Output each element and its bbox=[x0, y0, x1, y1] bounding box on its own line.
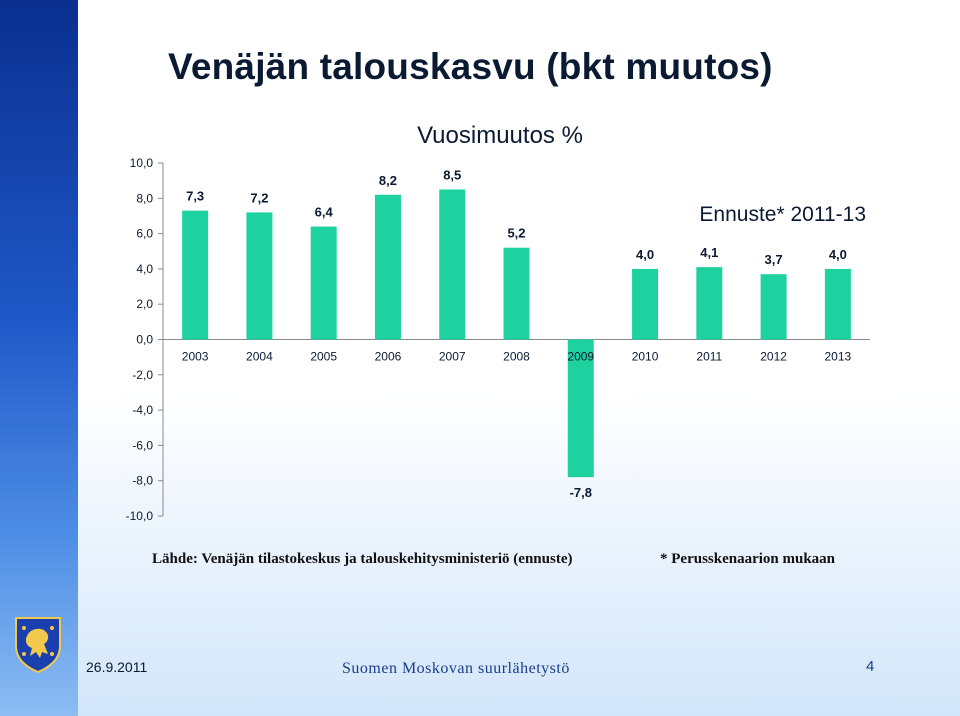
data-label-2012: 3,7 bbox=[765, 252, 783, 267]
coat-of-arms-lion-icon bbox=[15, 617, 61, 674]
y-tick-label: -6,0 bbox=[132, 438, 153, 452]
x-tick-label: 2006 bbox=[375, 350, 402, 364]
source-note: Lähde: Venäjän tilastokeskus ja talouske… bbox=[152, 551, 573, 567]
footer-date: 26.9.2011 bbox=[86, 659, 148, 675]
left-blue-band bbox=[0, 0, 78, 716]
x-tick-label: 2013 bbox=[825, 350, 852, 364]
y-tick-label: -10,0 bbox=[126, 509, 154, 523]
data-label-2009: -7,8 bbox=[570, 485, 592, 500]
slide-background bbox=[78, 0, 960, 716]
category-labels: 2003 2004 2005 2006 2007 2008 2009 2010 2011 2012… bbox=[182, 350, 852, 364]
y-tick-label: 10,0 bbox=[130, 156, 154, 170]
y-tick-label: -4,0 bbox=[132, 403, 153, 417]
scenario-note: * Perusskenaarion mukaan bbox=[660, 551, 836, 567]
data-label-2007: 8,5 bbox=[443, 167, 461, 182]
page-number: 4 bbox=[866, 658, 875, 675]
bar-2007 bbox=[439, 189, 466, 340]
bar-2013 bbox=[824, 268, 851, 340]
bar-2006 bbox=[374, 194, 401, 340]
bar-2005 bbox=[310, 226, 337, 340]
data-label-2006: 8,2 bbox=[379, 173, 397, 188]
y-tick-label: 0,0 bbox=[136, 333, 153, 347]
bar-2003 bbox=[182, 210, 209, 340]
bar-2008 bbox=[503, 247, 530, 340]
bar-2009 bbox=[567, 339, 594, 478]
x-tick-label: 2007 bbox=[439, 350, 466, 364]
y-tick-label: 2,0 bbox=[136, 297, 153, 311]
data-label-2013: 4,0 bbox=[829, 247, 847, 262]
y-axis-ticks: 10,0 8,0 6,0 4,0 2,0 0,0 -2,0 -4,0 -6,0 -8,0 -10,0 bbox=[126, 156, 163, 523]
forecast-annotation: Ennuste* 2011-13 bbox=[699, 203, 866, 226]
y-tick-label: 6,0 bbox=[136, 227, 153, 241]
data-label-2003: 7,3 bbox=[186, 189, 204, 204]
x-tick-label: 2008 bbox=[503, 350, 530, 364]
x-tick-label: 2012 bbox=[760, 350, 787, 364]
x-tick-label: 2003 bbox=[182, 350, 209, 364]
data-label-2008: 5,2 bbox=[507, 226, 525, 241]
footer-organization: Suomen Moskovan suurlähetystö bbox=[342, 660, 570, 677]
y-tick-label: -8,0 bbox=[132, 474, 153, 488]
y-tick-label: 8,0 bbox=[136, 191, 153, 205]
bar-2010 bbox=[632, 268, 659, 340]
data-label-2011: 4,1 bbox=[700, 245, 718, 260]
data-labels: 7,3 7,2 6,4 8,2 8,5 5,2 -7,8 4,0 4,1 3,7 4,0 bbox=[186, 167, 847, 500]
bar-2011 bbox=[696, 267, 723, 340]
y-tick-label: 4,0 bbox=[136, 262, 153, 276]
x-tick-label: 2011 bbox=[696, 350, 722, 364]
bar-2012 bbox=[760, 274, 787, 340]
x-tick-label: 2010 bbox=[632, 350, 659, 364]
bar-2004 bbox=[246, 212, 273, 340]
slide-title: Venäjän talouskasvu (bkt muutos) bbox=[168, 46, 773, 87]
x-tick-label: 2009 bbox=[567, 350, 594, 364]
chart-title: Vuosimuutos % bbox=[417, 122, 583, 149]
x-tick-label: 2005 bbox=[310, 350, 337, 364]
data-label-2010: 4,0 bbox=[636, 247, 654, 262]
data-label-2005: 6,4 bbox=[315, 205, 334, 220]
x-tick-label: 2004 bbox=[246, 350, 273, 364]
data-label-2004: 7,2 bbox=[250, 190, 268, 205]
y-tick-label: -2,0 bbox=[132, 368, 153, 382]
bars bbox=[182, 189, 851, 478]
